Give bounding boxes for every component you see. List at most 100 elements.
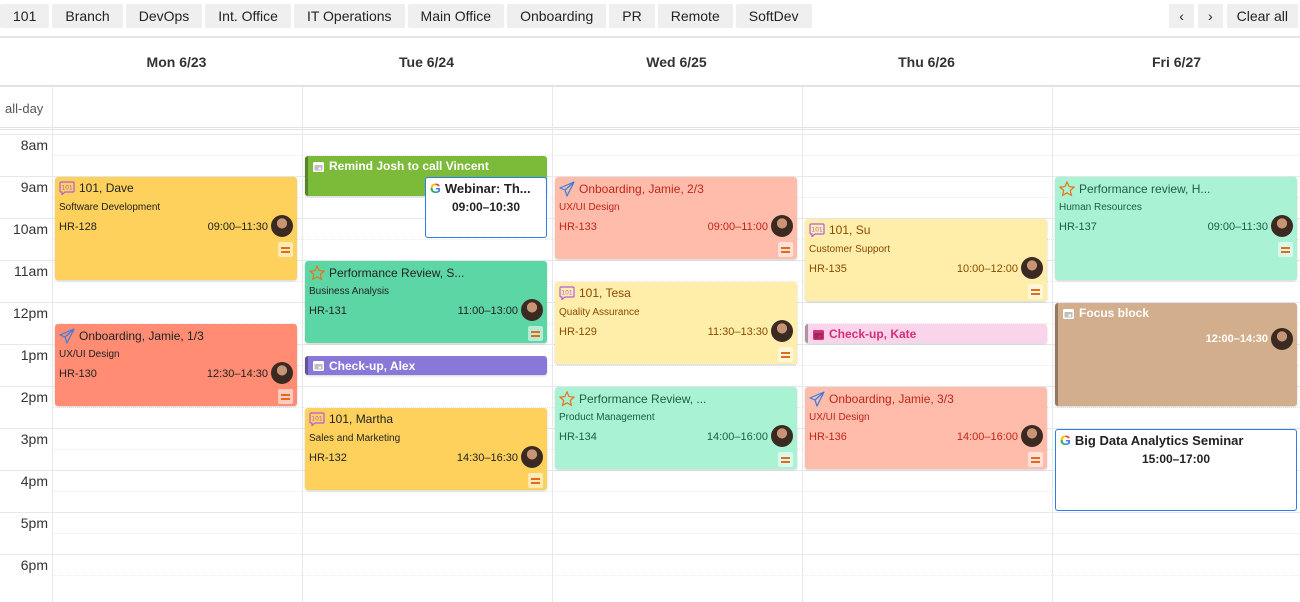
filter-101[interactable]: 101 xyxy=(0,4,50,28)
event-department: Human Resources xyxy=(1059,202,1142,213)
menu-icon[interactable] xyxy=(778,347,793,362)
hour-label: 6pm xyxy=(20,557,48,573)
event-title-row: Check-up, Alex xyxy=(312,359,541,373)
event-time: 11:00–13:00 xyxy=(457,305,518,317)
hour-label: 11am xyxy=(14,263,48,279)
event-task[interactable]: Onboarding, Jamie, 2/3 UX/UI Design HR-13… xyxy=(555,177,797,259)
event-department: Product Management xyxy=(559,412,655,423)
event-title: 101, Dave xyxy=(79,181,134,195)
event-task[interactable]: Onboarding, Jamie, 3/3 UX/UI Design HR-13… xyxy=(805,387,1047,469)
event-calendar[interactable]: Check-up, Alex xyxy=(305,355,547,375)
avatar xyxy=(771,425,793,447)
event-time: 15:00–17:00 xyxy=(1141,452,1211,466)
filter-int-office[interactable]: Int. Office xyxy=(205,4,291,28)
101-chat-icon: 101 xyxy=(309,412,325,426)
day-header: Mon 6/23 xyxy=(146,54,207,70)
event-department: UX/UI Design xyxy=(59,349,120,360)
event-department: Software Development xyxy=(59,202,161,213)
event-department: Sales and Marketing xyxy=(309,433,401,444)
event-title: Onboarding, Jamie, 3/3 xyxy=(829,392,954,406)
calendar-icon xyxy=(812,328,825,341)
filter-main-office[interactable]: Main Office xyxy=(407,4,505,28)
event-title-row: Focus block xyxy=(1062,306,1291,320)
filter-bar: 101 Branch DevOps Int. Office IT Operations M… xyxy=(0,4,812,28)
hour-line xyxy=(0,386,1300,387)
event-ticket-id: HR-134 xyxy=(559,431,597,443)
event-title-row: Performance Review, ... xyxy=(559,391,791,407)
hour-label: 12pm xyxy=(12,305,48,321)
event-task[interactable]: 101 101, Dave Software Development HR-128 … xyxy=(55,177,297,280)
menu-icon[interactable] xyxy=(1028,452,1043,467)
svg-text:101: 101 xyxy=(561,290,573,297)
prev-week-button[interactable]: ‹ xyxy=(1169,4,1194,28)
day-header: Thu 6/26 xyxy=(898,54,955,70)
menu-icon[interactable] xyxy=(778,242,793,257)
event-ticket-id: HR-133 xyxy=(559,221,597,233)
menu-icon[interactable] xyxy=(278,389,293,404)
filter-onboarding[interactable]: Onboarding xyxy=(507,4,607,28)
filter-branch[interactable]: Branch xyxy=(52,4,123,28)
event-time: 10:00–12:00 xyxy=(956,263,1018,275)
google-icon: G xyxy=(430,180,441,196)
event-ticket-id: HR-131 xyxy=(309,305,347,317)
day-header: Tue 6/24 xyxy=(399,54,454,70)
avatar xyxy=(1021,257,1043,279)
next-week-button[interactable]: › xyxy=(1197,4,1223,28)
clear-all-button[interactable]: Clear all xyxy=(1226,4,1298,28)
time-grid[interactable]: 8am 9am 10am 11am 12pm 1pm 2pm 3pm 4pm 5pm 6pm 101 1… xyxy=(0,134,1300,600)
event-ticket-id: HR-128 xyxy=(59,221,97,233)
filter-remote[interactable]: Remote xyxy=(657,4,733,28)
menu-icon[interactable] xyxy=(778,452,793,467)
hour-label: 10am xyxy=(12,221,48,237)
event-task[interactable]: Performance Review, ... Product Managemen… xyxy=(555,387,797,469)
filter-devops[interactable]: DevOps xyxy=(125,4,203,28)
hour-label: 9am xyxy=(20,179,48,195)
event-ticket-id: HR-137 xyxy=(1059,221,1097,233)
filter-softdev[interactable]: SoftDev xyxy=(735,4,812,28)
event-ticket-id: HR-132 xyxy=(309,452,347,464)
event-task[interactable]: 101 101, Su Customer Support HR-135 10:00–… xyxy=(805,219,1047,301)
avatar xyxy=(1271,328,1293,350)
event-time: 14:30–16:30 xyxy=(456,452,518,464)
event-calendar[interactable]: Focus block 12:00–14:30 xyxy=(1055,303,1297,406)
101-chat-icon: 101 xyxy=(59,181,75,195)
star-icon xyxy=(559,391,575,407)
event-ticket-id: HR-130 xyxy=(59,368,97,380)
menu-icon[interactable] xyxy=(528,473,543,488)
column-divider xyxy=(302,87,303,602)
event-task[interactable]: Onboarding, Jamie, 1/3 UX/UI Design HR-13… xyxy=(55,324,297,406)
event-time: 09:00–10:30 xyxy=(451,200,521,214)
event-task[interactable]: 101 101, Martha Sales and Marketing HR-132… xyxy=(305,408,547,490)
filter-pr[interactable]: PR xyxy=(609,4,655,28)
event-task[interactable]: Performance review, H... Human Resources … xyxy=(1055,177,1297,280)
half-hour-line xyxy=(52,365,1300,366)
event-time: 12:30–14:30 xyxy=(206,368,268,380)
half-hour-line xyxy=(52,155,1300,156)
column-divider xyxy=(52,87,53,602)
event-title-row: Performance review, H... xyxy=(1059,181,1291,197)
event-google[interactable]: G Big Data Analytics Seminar 15:00–17:00 xyxy=(1055,429,1297,511)
day-header-row: Mon 6/23 Tue 6/24 Wed 6/25 Thu 6/26 Fri 6/27 xyxy=(0,38,1300,87)
hour-label: 1pm xyxy=(20,347,48,363)
menu-icon[interactable] xyxy=(528,326,543,341)
event-ticket-id: HR-129 xyxy=(559,326,597,338)
avatar xyxy=(271,362,293,384)
event-title: 101, Su xyxy=(829,223,871,237)
event-calendar[interactable]: Check-up, Kate xyxy=(805,324,1047,343)
event-title: Performance Review, ... xyxy=(579,392,707,406)
101-chat-icon: 101 xyxy=(559,286,575,300)
all-day-row[interactable]: all-day xyxy=(0,87,1300,130)
event-calendar[interactable]: Remind Josh to call Vincent xyxy=(305,156,547,196)
calendar-icon xyxy=(312,160,325,173)
menu-icon[interactable] xyxy=(278,242,293,257)
event-google[interactable]: G Webinar: Th... 09:00–10:30 xyxy=(425,177,547,238)
event-time: 14:00–16:00 xyxy=(706,431,768,443)
event-task[interactable]: 101 101, Tesa Quality Assurance HR-129 11:… xyxy=(555,282,797,364)
event-title: Onboarding, Jamie, 2/3 xyxy=(579,182,704,196)
filter-it-operations[interactable]: IT Operations xyxy=(293,4,405,28)
avatar xyxy=(521,446,543,468)
paper-plane-icon xyxy=(559,181,575,197)
menu-icon[interactable] xyxy=(1278,242,1293,257)
event-task[interactable]: Performance Review, S... Business Analysi… xyxy=(305,261,547,343)
menu-icon[interactable] xyxy=(1028,284,1043,299)
